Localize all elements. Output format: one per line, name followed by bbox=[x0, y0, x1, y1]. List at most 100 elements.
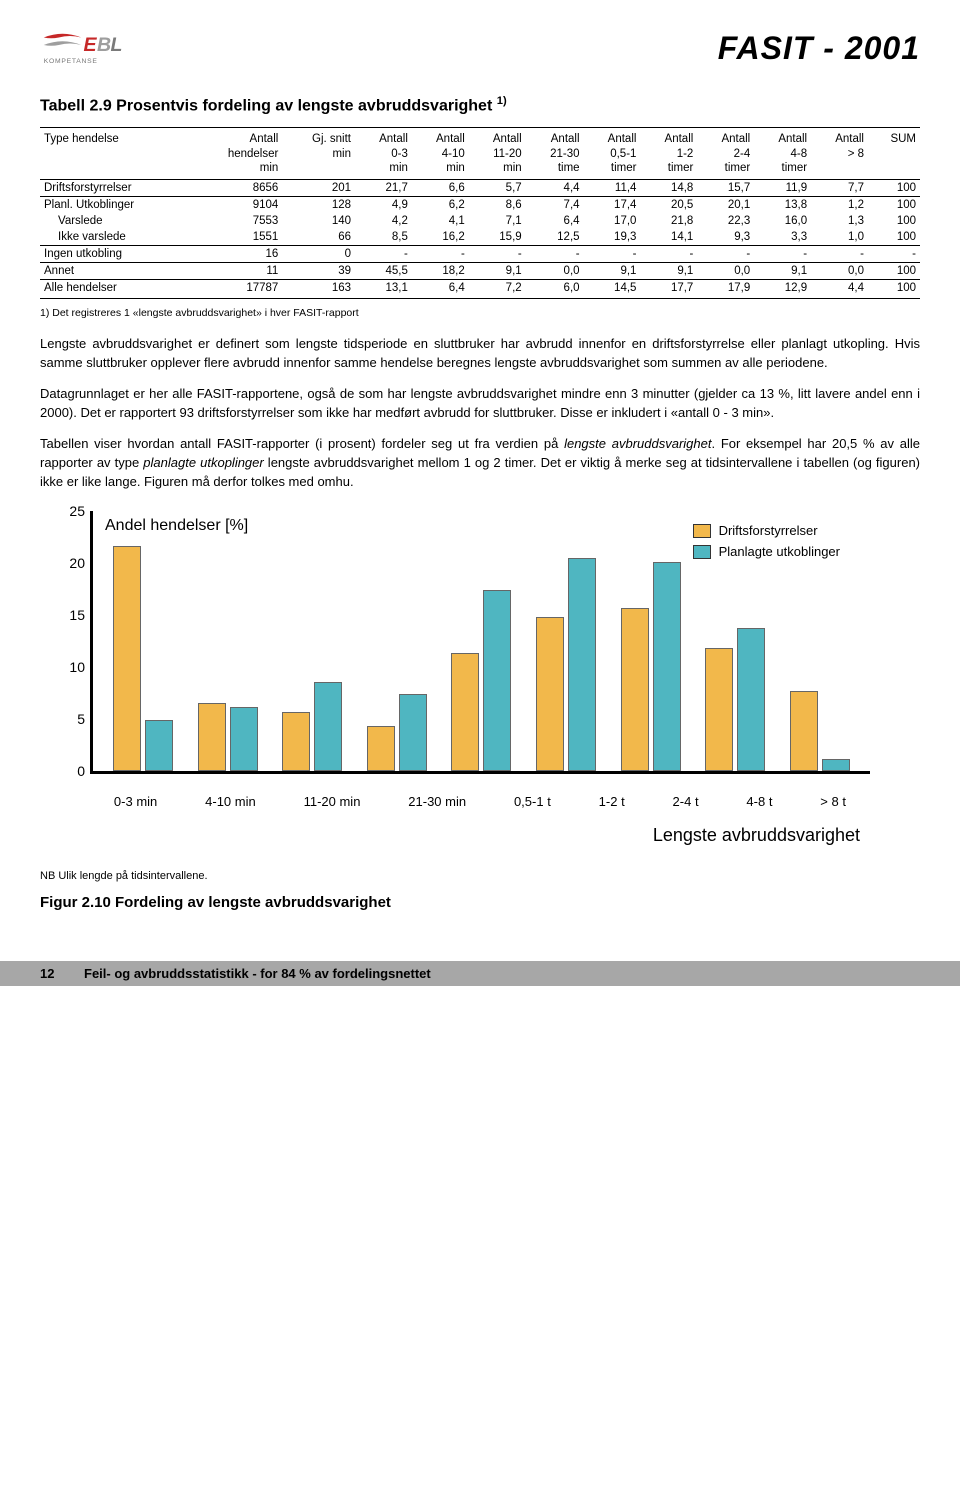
svg-text:B: B bbox=[97, 34, 111, 56]
table-header-cell: Type hendelse bbox=[40, 128, 192, 180]
table-cell: 8656 bbox=[192, 180, 283, 197]
table-cell: 4,9 bbox=[355, 197, 412, 214]
table-cell: 16,0 bbox=[754, 213, 811, 229]
table-cell: 0,0 bbox=[526, 263, 584, 280]
table-header-cell: Antallhendelsermin bbox=[192, 128, 283, 180]
table-cell: - bbox=[355, 246, 412, 263]
bar bbox=[451, 653, 479, 772]
table-cell: 9104 bbox=[192, 197, 283, 214]
table-cell: 100 bbox=[868, 180, 920, 197]
table-cell: 7,4 bbox=[526, 197, 584, 214]
table-cell: Annet bbox=[40, 263, 192, 280]
table-cell: - bbox=[697, 246, 754, 263]
svg-text:E: E bbox=[84, 34, 98, 56]
table-cell: Ingen utkobling bbox=[40, 246, 192, 263]
table-cell: 17,7 bbox=[640, 280, 697, 299]
table-cell: - bbox=[868, 246, 920, 263]
bar-group bbox=[790, 691, 850, 771]
table-cell: 17787 bbox=[192, 280, 283, 299]
table-header-cell: Antall4-8timer bbox=[754, 128, 811, 180]
table-cell: 17,0 bbox=[584, 213, 641, 229]
table-cell: 100 bbox=[868, 213, 920, 229]
table-cell: - bbox=[811, 246, 868, 263]
table-cell: 19,3 bbox=[584, 229, 641, 246]
table-header-cell: Antall4-10min bbox=[412, 128, 469, 180]
x-axis-labels: 0-3 min4-10 min11-20 min21-30 min0,5-1 t… bbox=[90, 794, 870, 809]
table-cell: 9,1 bbox=[754, 263, 811, 280]
table-cell: 11,9 bbox=[754, 180, 811, 197]
bar bbox=[621, 608, 649, 771]
bar bbox=[282, 712, 310, 771]
table-cell: 100 bbox=[868, 197, 920, 214]
bar-group bbox=[282, 682, 342, 771]
bar-group bbox=[536, 558, 596, 771]
table-row: Annet113945,518,29,10,09,19,10,09,10,010… bbox=[40, 263, 920, 280]
bar-group bbox=[367, 694, 427, 771]
table-cell: 9,3 bbox=[697, 229, 754, 246]
table-header-cell: SUM bbox=[868, 128, 920, 180]
table-cell: 18,2 bbox=[412, 263, 469, 280]
table-title-text: Tabell 2.9 Prosentvis fordeling av lengs… bbox=[40, 97, 497, 114]
table-cell: Ikke varslede bbox=[40, 229, 192, 246]
data-table: Type hendelseAntallhendelserminGj. snitt… bbox=[40, 127, 920, 299]
table-cell: 9,1 bbox=[469, 263, 526, 280]
table-cell: 100 bbox=[868, 263, 920, 280]
table-cell: - bbox=[754, 246, 811, 263]
table-cell: 17,4 bbox=[584, 197, 641, 214]
table-cell: 4,4 bbox=[811, 280, 868, 299]
table-cell: 4,2 bbox=[355, 213, 412, 229]
x-tick-label: 4-8 t bbox=[746, 794, 772, 809]
bar bbox=[367, 726, 395, 772]
table-cell: 14,8 bbox=[640, 180, 697, 197]
table-cell: 3,3 bbox=[754, 229, 811, 246]
bar bbox=[230, 707, 258, 771]
table-cell: 15,9 bbox=[469, 229, 526, 246]
table-cell: Driftsforstyrrelser bbox=[40, 180, 192, 197]
table-row: Planl. Utkoblinger91041284,96,28,67,417,… bbox=[40, 197, 920, 214]
table-cell: 13,1 bbox=[355, 280, 412, 299]
table-title-sup: 1) bbox=[497, 95, 507, 107]
table-cell: 16 bbox=[192, 246, 283, 263]
table-header-cell: Antall2-4timer bbox=[697, 128, 754, 180]
table-cell: 21,7 bbox=[355, 180, 412, 197]
bar bbox=[483, 590, 511, 771]
x-tick-label: 1-2 t bbox=[599, 794, 625, 809]
body-paragraph: Lengste avbruddsvarighet er definert som… bbox=[40, 335, 920, 373]
table-cell: 7,7 bbox=[811, 180, 868, 197]
table-cell: 0 bbox=[282, 246, 355, 263]
table-cell: 11,4 bbox=[584, 180, 641, 197]
table-cell: 20,1 bbox=[697, 197, 754, 214]
table-cell: - bbox=[469, 246, 526, 263]
table-cell: 100 bbox=[868, 229, 920, 246]
table-cell: 6,4 bbox=[526, 213, 584, 229]
table-cell: 66 bbox=[282, 229, 355, 246]
body-text: Lengste avbruddsvarighet er definert som… bbox=[40, 335, 920, 491]
table-cell: 14,5 bbox=[584, 280, 641, 299]
x-tick-label: 11-20 min bbox=[304, 794, 361, 809]
table-cell: 6,2 bbox=[412, 197, 469, 214]
table-cell: 21,8 bbox=[640, 213, 697, 229]
table-cell: 5,7 bbox=[469, 180, 526, 197]
bar-group bbox=[621, 562, 681, 771]
table-cell: 4,1 bbox=[412, 213, 469, 229]
table-header-cell: Antall11-20min bbox=[469, 128, 526, 180]
x-tick-label: 4-10 min bbox=[205, 794, 256, 809]
table-cell: 7553 bbox=[192, 213, 283, 229]
bar bbox=[399, 694, 427, 771]
table-header-cell: Antall> 8 bbox=[811, 128, 868, 180]
table-cell: - bbox=[640, 246, 697, 263]
table-cell: 14,1 bbox=[640, 229, 697, 246]
table-cell: 1551 bbox=[192, 229, 283, 246]
chart-note: NB Ulik lengde på tidsintervallene. bbox=[40, 870, 920, 882]
table-cell: 39 bbox=[282, 263, 355, 280]
svg-text:KOMPETANSE: KOMPETANSE bbox=[44, 58, 98, 65]
table-cell: 100 bbox=[868, 280, 920, 299]
page-header: E B L KOMPETANSE FASIT - 2001 bbox=[40, 30, 920, 75]
table-cell: 16,2 bbox=[412, 229, 469, 246]
table-cell: 12,9 bbox=[754, 280, 811, 299]
page-number: 12 bbox=[40, 966, 60, 981]
table-cell: 6,6 bbox=[412, 180, 469, 197]
x-tick-label: > 8 t bbox=[820, 794, 846, 809]
document-title: FASIT - 2001 bbox=[718, 30, 920, 67]
table-cell: 20,5 bbox=[640, 197, 697, 214]
